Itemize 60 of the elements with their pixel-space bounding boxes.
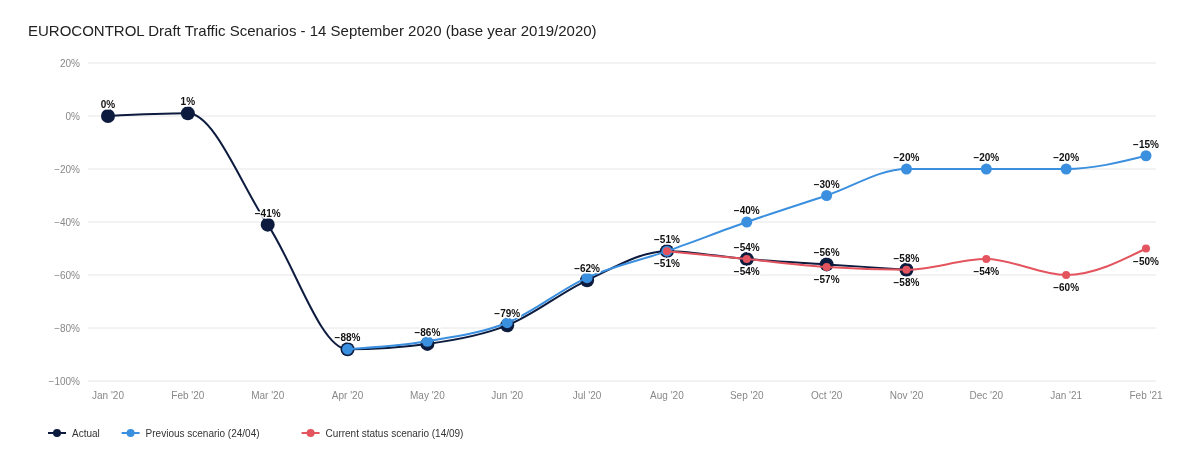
data-label: −20% <box>1053 152 1080 163</box>
x-tick-label: Feb '20 <box>171 390 205 401</box>
point <box>821 190 833 201</box>
legend-label: Current status scenario (14/09) <box>325 427 464 439</box>
data-label: 1% <box>180 96 196 108</box>
data-label: −58% <box>893 252 920 264</box>
x-tick-label: May '20 <box>410 390 446 401</box>
data-label: −40% <box>733 205 760 216</box>
x-tick-label: Sep '20 <box>729 390 765 401</box>
point <box>741 216 753 228</box>
chart-title: EUROCONTROL Draft Traffic Scenarios - 14 September 2020 (base year 2019/2020) <box>28 22 597 39</box>
point <box>980 163 992 175</box>
legend-label: Previous scenario (24/04) <box>145 427 260 439</box>
data-label: −57% <box>813 274 840 286</box>
x-tick-label: Feb '21 <box>1129 390 1163 401</box>
x-tick-label: Apr '20 <box>331 390 364 401</box>
point <box>982 255 991 264</box>
x-tick-label: Dec '20 <box>969 390 1004 401</box>
y-tick-label: −100% <box>48 375 81 387</box>
y-tick-label: −60% <box>54 269 81 281</box>
point <box>1140 150 1152 162</box>
data-label: −86% <box>414 326 441 338</box>
data-label: −62% <box>574 263 601 275</box>
data-label: −51% <box>653 258 680 270</box>
legend-label: Actual <box>72 427 100 439</box>
data-label: −88% <box>334 332 361 344</box>
x-tick-label: Jul '20 <box>572 390 602 401</box>
point <box>260 217 275 232</box>
data-label: −60% <box>1053 282 1080 293</box>
point <box>101 109 115 123</box>
data-label: −15% <box>1133 138 1160 150</box>
y-tick-label: −40% <box>54 216 81 228</box>
x-tick-label: Jan '21 <box>1050 390 1083 401</box>
point <box>900 163 912 175</box>
x-tick-label: Mar '20 <box>251 390 285 401</box>
point <box>1060 163 1072 175</box>
data-label: −56% <box>813 247 840 259</box>
data-label: −54% <box>973 266 1000 278</box>
data-label: −20% <box>973 152 1000 163</box>
data-label: −30% <box>813 178 840 190</box>
y-tick-label: −20% <box>54 163 81 175</box>
x-tick-label: Nov '20 <box>889 390 924 401</box>
x-tick-label: Jun '20 <box>491 390 524 401</box>
data-label: −51% <box>653 234 680 246</box>
x-tick-label: Jan '20 <box>92 390 125 401</box>
data-label: −54% <box>733 242 760 254</box>
data-label: −79% <box>494 308 521 320</box>
data-label: −50% <box>1133 255 1160 267</box>
data-label: −54% <box>733 266 760 278</box>
point <box>180 106 195 121</box>
point <box>1062 271 1071 279</box>
y-tick-label: −80% <box>54 322 81 334</box>
x-tick-label: Oct '20 <box>810 390 843 401</box>
y-tick-label: 0% <box>65 110 81 122</box>
data-label: 0% <box>100 99 116 110</box>
y-tick-label: 20% <box>59 57 81 69</box>
data-label: −58% <box>893 276 920 288</box>
point <box>1142 244 1150 253</box>
x-tick-label: Aug '20 <box>650 390 685 401</box>
data-label: −20% <box>893 152 920 163</box>
